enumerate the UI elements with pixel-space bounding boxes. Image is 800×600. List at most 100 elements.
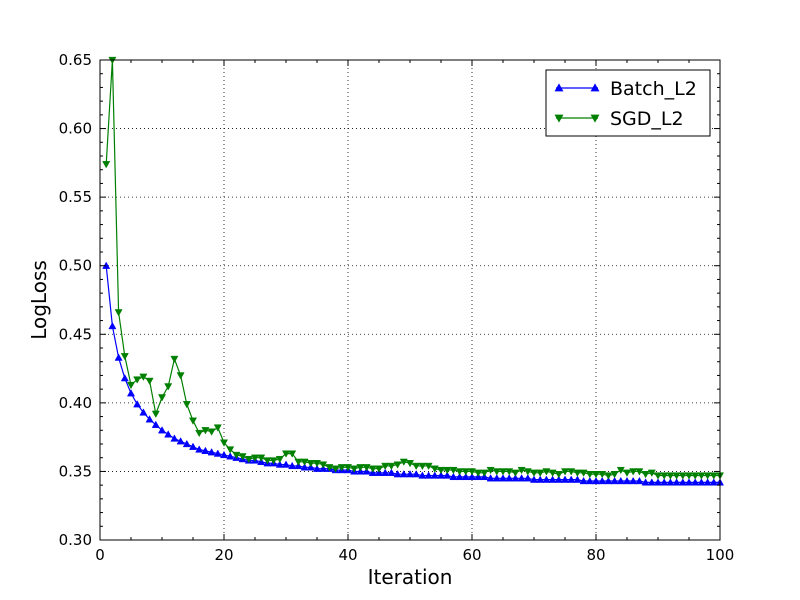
data-point [641, 471, 650, 479]
data-point [579, 476, 588, 485]
data-point [517, 474, 526, 482]
data-point [312, 464, 322, 472]
data-point [567, 475, 576, 483]
data-point [461, 468, 470, 476]
data-point [622, 476, 632, 485]
x-tick-label: 60 [462, 546, 481, 564]
data-point [325, 464, 334, 472]
data-point [188, 417, 198, 425]
y-tick-label: 0.55 [59, 188, 92, 206]
data-point [300, 463, 309, 471]
data-point [201, 446, 210, 454]
data-point [418, 471, 427, 479]
x-tick-label: 80 [586, 546, 605, 564]
data-point [219, 450, 229, 459]
data-point [151, 420, 160, 428]
data-point [275, 455, 284, 464]
data-point [622, 469, 632, 477]
data-point [684, 478, 694, 486]
data-point [195, 445, 204, 453]
data-point [511, 469, 520, 477]
data-point [548, 475, 557, 483]
data-point [312, 460, 322, 468]
data-point [467, 468, 477, 476]
x-tick-label: 0 [95, 546, 105, 564]
data-point [703, 472, 712, 480]
data-point [678, 478, 687, 486]
data-point [151, 410, 160, 418]
data-point [486, 466, 495, 475]
data-point [455, 472, 464, 481]
data-point [381, 462, 390, 471]
data-point [610, 471, 619, 479]
data-point [505, 474, 514, 482]
data-point [542, 468, 551, 476]
y-tick-label: 0.35 [59, 462, 92, 480]
data-point [133, 400, 142, 408]
data-point [542, 475, 551, 483]
data-point [635, 476, 644, 485]
data-point [647, 469, 656, 477]
data-point [573, 475, 582, 483]
data-point [498, 468, 508, 476]
data-point [126, 389, 136, 397]
data-point [405, 470, 415, 478]
data-point [554, 471, 563, 479]
data-point [474, 469, 483, 477]
x-tick-label: 20 [214, 546, 233, 564]
data-point [114, 309, 123, 317]
data-point [660, 478, 669, 486]
data-point [529, 475, 539, 483]
data-point [226, 452, 235, 460]
series-layer [102, 56, 724, 486]
data-point [443, 471, 452, 479]
y-tick-label: 0.40 [59, 394, 92, 412]
data-point [188, 442, 198, 450]
data-point [368, 465, 377, 473]
data-point [393, 470, 402, 478]
data-point [238, 453, 247, 461]
series-line [105, 265, 720, 483]
y-tick-label: 0.30 [59, 531, 92, 549]
data-point [616, 466, 625, 475]
legend-label: Batch_L2 [610, 78, 697, 100]
data-point [300, 458, 309, 466]
data-point [678, 472, 687, 480]
data-point [387, 462, 396, 471]
x-axis-title: Iteration [368, 565, 453, 589]
data-point [145, 415, 154, 423]
data-point [257, 454, 266, 462]
data-point [387, 468, 396, 476]
data-point [536, 469, 545, 477]
data-point [691, 478, 700, 486]
data-point [399, 470, 408, 478]
data-point [281, 460, 291, 468]
data-point [697, 478, 706, 486]
data-point [598, 471, 607, 479]
data-point [207, 448, 216, 456]
data-point [374, 465, 384, 473]
data-point [337, 464, 346, 472]
legend-marker [554, 83, 564, 92]
data-point [517, 466, 526, 475]
data-point [213, 449, 222, 457]
data-point [492, 474, 501, 482]
data-point [480, 469, 489, 477]
data-point [641, 478, 650, 486]
data-point [548, 469, 557, 477]
data-point [424, 462, 433, 471]
data-point [486, 474, 495, 482]
data-point [412, 470, 421, 478]
legend-marker [554, 114, 564, 123]
data-point [610, 476, 619, 485]
data-point [461, 472, 470, 481]
data-point [219, 439, 229, 447]
legend-marker [590, 83, 600, 92]
data-point [319, 461, 328, 469]
data-point [567, 468, 576, 476]
data-point [536, 475, 545, 483]
data-point [207, 428, 216, 436]
legend-box [545, 69, 711, 137]
data-point [306, 460, 315, 468]
